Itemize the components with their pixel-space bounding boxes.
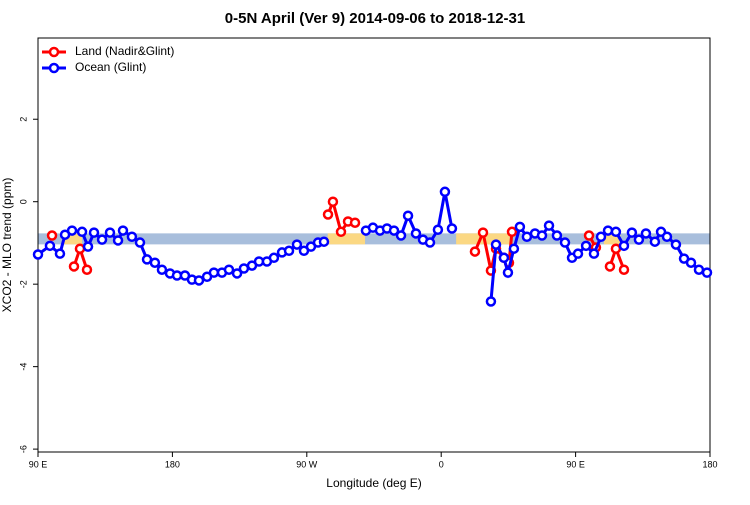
point xyxy=(268,252,280,264)
point xyxy=(54,248,66,259)
x-tick-label: 180 xyxy=(702,459,717,469)
point xyxy=(402,210,414,221)
point xyxy=(322,209,334,220)
point xyxy=(559,237,571,248)
y-axis-title: XCO2 - MLO trend (ppm) xyxy=(0,178,14,313)
point xyxy=(543,220,555,231)
x-tick-label: 90 E xyxy=(566,459,585,469)
point xyxy=(112,235,124,246)
point xyxy=(618,264,630,275)
point xyxy=(661,231,673,243)
point xyxy=(439,186,451,198)
point xyxy=(588,248,600,259)
chart-title: 0-5N April (Ver 9) 2014-09-06 to 2018-12… xyxy=(225,10,525,27)
point xyxy=(490,239,502,250)
point xyxy=(238,263,250,274)
point xyxy=(126,231,138,243)
point xyxy=(82,241,94,252)
point xyxy=(327,196,339,207)
point xyxy=(208,267,220,278)
point xyxy=(193,275,205,286)
point xyxy=(318,236,330,247)
plot-frame xyxy=(37,37,711,453)
point xyxy=(231,268,243,279)
point xyxy=(536,230,548,241)
point xyxy=(508,243,520,254)
x-tick-label: 90 E xyxy=(29,459,48,469)
point xyxy=(388,225,400,236)
point xyxy=(701,267,713,278)
point xyxy=(446,223,458,234)
y-tick-label: -2 xyxy=(18,280,28,288)
point xyxy=(610,243,622,254)
point xyxy=(514,221,526,233)
point xyxy=(74,243,86,254)
legend-label: Ocean (Glint) xyxy=(75,60,146,74)
point xyxy=(149,257,161,268)
point xyxy=(156,264,168,275)
point xyxy=(291,239,303,250)
point xyxy=(502,267,514,278)
point xyxy=(477,227,489,238)
y-tick-label: 0 xyxy=(18,199,28,204)
point xyxy=(395,230,407,241)
y-tick-label: 2 xyxy=(18,117,28,122)
point xyxy=(96,234,108,245)
point xyxy=(595,231,607,243)
point xyxy=(670,239,682,250)
point xyxy=(68,261,80,272)
point xyxy=(66,225,78,236)
x-tick-label: 0 xyxy=(439,459,444,469)
point xyxy=(104,227,116,238)
point xyxy=(626,227,638,238)
point xyxy=(649,236,661,247)
legend-label: Land (Nadir&Glint) xyxy=(75,44,174,58)
point xyxy=(223,264,235,275)
point xyxy=(640,228,652,239)
x-tick-label: 180 xyxy=(165,459,180,469)
point xyxy=(410,228,422,239)
point xyxy=(610,226,622,238)
point xyxy=(602,225,614,236)
point xyxy=(46,230,58,241)
point xyxy=(134,237,146,248)
point xyxy=(551,230,563,241)
point xyxy=(685,257,697,268)
point xyxy=(335,226,347,238)
point xyxy=(283,245,295,257)
point xyxy=(424,237,436,248)
y-tick-label: -4 xyxy=(18,363,28,371)
legend-marker xyxy=(48,62,60,74)
point xyxy=(583,230,595,241)
point xyxy=(349,217,361,228)
point xyxy=(604,261,616,272)
point xyxy=(633,234,645,245)
point xyxy=(506,226,518,238)
point xyxy=(117,225,129,236)
point xyxy=(580,240,592,252)
point xyxy=(485,296,497,307)
point xyxy=(76,226,88,238)
point xyxy=(88,227,100,238)
point xyxy=(81,264,93,275)
x-tick-label: 90 W xyxy=(296,459,318,469)
x-axis-title: Longitude (deg E) xyxy=(326,476,421,490)
y-tick-label: -6 xyxy=(18,445,28,453)
point xyxy=(469,246,481,257)
point xyxy=(618,240,630,252)
point xyxy=(693,264,705,275)
point xyxy=(44,240,56,252)
point xyxy=(32,249,44,260)
legend-marker xyxy=(48,46,60,58)
point xyxy=(432,224,444,235)
point xyxy=(521,231,533,243)
point xyxy=(498,252,510,264)
point xyxy=(572,248,584,259)
